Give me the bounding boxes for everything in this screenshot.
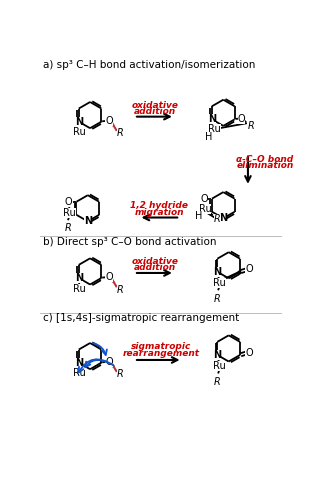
Text: Ru: Ru: [213, 361, 226, 371]
Text: O: O: [105, 357, 113, 367]
Text: sigmatropic: sigmatropic: [131, 342, 191, 351]
Text: O: O: [105, 116, 113, 126]
Text: R: R: [214, 377, 221, 387]
Text: O: O: [238, 114, 245, 124]
Text: Ru: Ru: [73, 128, 86, 138]
Text: N: N: [75, 117, 83, 127]
FancyArrowPatch shape: [79, 359, 114, 372]
Text: N: N: [213, 267, 221, 277]
Text: H: H: [195, 211, 203, 221]
Text: R: R: [116, 128, 123, 138]
Text: N: N: [75, 358, 83, 368]
Text: a) sp³ C–H bond activation/isomerization: a) sp³ C–H bond activation/isomerization: [43, 60, 256, 70]
Text: 1,2 hydride: 1,2 hydride: [130, 201, 188, 210]
Text: R: R: [214, 215, 221, 225]
Text: Ru: Ru: [208, 124, 221, 134]
Text: N: N: [219, 213, 227, 223]
Text: R: R: [65, 223, 71, 233]
Text: Ru: Ru: [213, 278, 226, 288]
Text: migration: migration: [135, 207, 184, 217]
Text: R: R: [116, 284, 123, 294]
Text: R: R: [214, 294, 221, 304]
Text: N: N: [208, 114, 216, 124]
Text: O: O: [246, 264, 253, 274]
Text: H: H: [205, 132, 213, 142]
Text: elimination: elimination: [236, 162, 294, 171]
FancyArrowPatch shape: [85, 360, 108, 367]
FancyArrowPatch shape: [93, 343, 107, 355]
Text: N: N: [213, 350, 221, 360]
Text: oxidative: oxidative: [131, 257, 178, 266]
Text: O: O: [200, 194, 208, 204]
Text: R: R: [116, 369, 123, 379]
Text: addition: addition: [134, 107, 176, 116]
Text: oxidative: oxidative: [131, 100, 178, 109]
Text: Ru: Ru: [73, 284, 86, 294]
Text: b) Direct sp³ C–O bond activation: b) Direct sp³ C–O bond activation: [43, 237, 217, 247]
Text: N: N: [75, 273, 83, 283]
Text: O: O: [65, 197, 73, 207]
Text: O: O: [105, 272, 113, 282]
Text: Ru: Ru: [199, 205, 211, 215]
Text: c) [1s,4s]-sigmatropic rearrangement: c) [1s,4s]-sigmatropic rearrangement: [43, 313, 239, 323]
Text: O: O: [246, 348, 253, 358]
Text: α-C–O bond: α-C–O bond: [236, 155, 294, 164]
Text: addition: addition: [134, 263, 176, 272]
Text: rearrangement: rearrangement: [122, 348, 199, 358]
Text: Ru: Ru: [73, 369, 86, 379]
Text: R: R: [247, 120, 254, 130]
Text: N: N: [84, 217, 92, 227]
Text: Ru: Ru: [63, 207, 76, 217]
